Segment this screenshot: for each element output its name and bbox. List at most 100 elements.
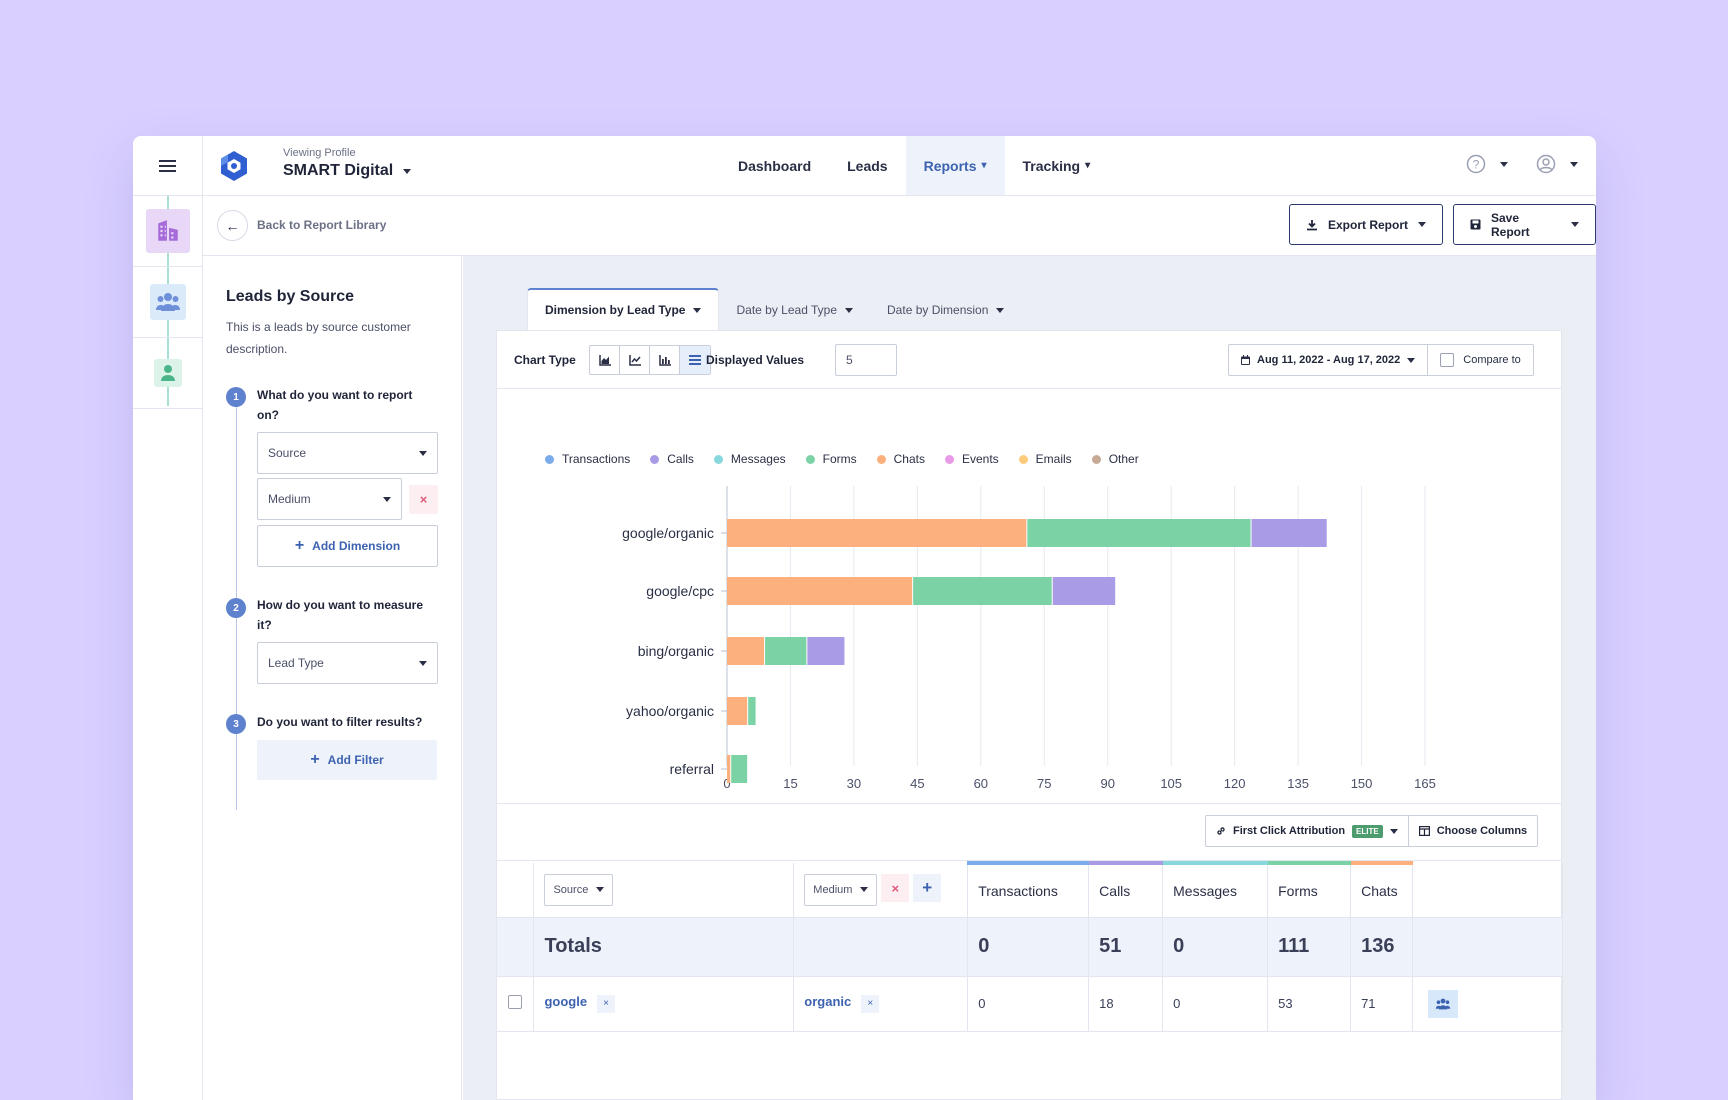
leads-table: Source Medium × + Transactions Calls Mes… xyxy=(497,861,1563,1032)
svg-text:?: ? xyxy=(1473,158,1480,172)
help-menu[interactable]: ? xyxy=(1466,154,1508,174)
medium-column-select[interactable]: Medium xyxy=(804,873,878,906)
totals-row: Totals 0 51 0 111 136 xyxy=(497,917,1563,977)
choose-columns-button[interactable]: Choose Columns xyxy=(1409,816,1537,846)
total-messages: 0 xyxy=(1162,917,1269,977)
view-leads-button[interactable] xyxy=(1428,989,1459,1018)
calendar-icon xyxy=(1241,355,1250,365)
legend-item[interactable]: Events xyxy=(944,452,999,466)
x-tick-label: 105 xyxy=(1160,776,1182,791)
add-dimension-button[interactable]: + Add Dimension xyxy=(257,525,438,567)
caret-down-icon xyxy=(383,496,391,502)
chevron-down-icon: ▾ xyxy=(981,160,987,171)
column-header-transactions[interactable]: Transactions xyxy=(967,861,1090,918)
download-icon xyxy=(1307,219,1317,230)
add-column-button[interactable]: + xyxy=(913,873,942,902)
caret-down-icon xyxy=(996,307,1005,313)
legend-label: Forms xyxy=(822,452,857,466)
legend-dot xyxy=(713,454,723,464)
source-column-select[interactable]: Source xyxy=(544,873,614,906)
legend-item[interactable]: Chats xyxy=(876,452,925,466)
x-tick-label: 30 xyxy=(847,776,861,791)
user-menu[interactable] xyxy=(1536,154,1578,174)
users-icon xyxy=(1435,998,1451,1009)
legend-item[interactable]: Messages xyxy=(713,452,786,466)
back-to-library-link[interactable]: Back to Report Library xyxy=(257,218,387,232)
source-link[interactable]: google xyxy=(544,994,588,1010)
cell-chats: 71 xyxy=(1350,976,1414,1032)
cell-messages: 0 xyxy=(1162,976,1269,1032)
users-icon[interactable] xyxy=(149,284,186,320)
attribution-select[interactable]: First Click Attribution ELITE xyxy=(1206,816,1409,846)
legend-label: Other xyxy=(1108,452,1139,466)
back-arrow-icon[interactable]: ← xyxy=(217,210,248,241)
table-controls: First Click Attribution ELITE Choose Col… xyxy=(1205,815,1539,847)
dimension-2-select[interactable]: Medium xyxy=(257,478,402,520)
attribution-label: First Click Attribution xyxy=(1233,825,1346,837)
column-header-chats[interactable]: Chats xyxy=(1350,861,1414,918)
bar-chart-icon[interactable] xyxy=(650,346,680,374)
legend-item[interactable]: Calls xyxy=(650,452,694,466)
caret-down-icon xyxy=(860,887,869,893)
legend-item[interactable]: Forms xyxy=(805,452,857,466)
legend-dot xyxy=(650,454,660,464)
bar-forms xyxy=(1027,519,1251,547)
y-tick-label: google/organic xyxy=(622,525,714,541)
profile-switcher[interactable]: Viewing Profile SMART Digital xyxy=(283,147,412,180)
column-header-calls[interactable]: Calls xyxy=(1088,861,1164,918)
remove-dimension-button[interactable]: × xyxy=(409,485,438,514)
tab-date-by-dimension[interactable]: Date by Dimension xyxy=(870,290,1021,330)
dimension-1-value: Source xyxy=(268,446,307,460)
compare-to-toggle[interactable]: Compare to xyxy=(1428,353,1532,367)
export-label: Export Report xyxy=(1328,217,1409,232)
x-tick-label: 120 xyxy=(1224,776,1246,791)
y-tick-label: referral xyxy=(670,761,714,777)
x-tick-label: 90 xyxy=(1100,776,1114,791)
table-header-row: Source Medium × + Transactions Calls Mes… xyxy=(497,861,1563,918)
column-header-messages[interactable]: Messages xyxy=(1162,861,1269,918)
legend-item[interactable]: Other xyxy=(1091,452,1139,466)
legend-item[interactable]: Transactions xyxy=(545,452,630,466)
export-report-button[interactable]: Export Report xyxy=(1289,204,1444,245)
brand-logo-icon[interactable] xyxy=(219,150,249,187)
tab-date-by-lead-type[interactable]: Date by Lead Type xyxy=(719,290,870,330)
add-filter-button[interactable]: + Add Filter xyxy=(257,740,437,780)
dimension-1-select[interactable]: Source xyxy=(257,432,438,474)
menu-icon[interactable] xyxy=(133,136,202,196)
nav-dashboard[interactable]: Dashboard xyxy=(738,157,812,174)
row-checkbox[interactable] xyxy=(508,995,523,1009)
x-tick-label: 45 xyxy=(910,776,924,791)
cell-calls: 18 xyxy=(1088,976,1164,1032)
legend-dot xyxy=(1018,454,1028,464)
displayed-values-input[interactable]: 5 xyxy=(835,344,897,376)
legend-label: Transactions xyxy=(562,452,631,466)
remove-medium-icon[interactable]: × xyxy=(861,994,880,1013)
date-range-picker[interactable]: Aug 11, 2022 - Aug 17, 2022 xyxy=(1229,345,1429,375)
nav-tracking[interactable]: Tracking ▾ xyxy=(1022,157,1091,174)
step-3-question: Do you want to filter results? xyxy=(257,715,423,729)
line-chart-icon[interactable] xyxy=(620,346,650,374)
tab-dimension-by-lead-type[interactable]: Dimension by Lead Type xyxy=(527,288,720,330)
horizontal-bar-icon[interactable] xyxy=(680,346,710,374)
medium-link[interactable]: organic xyxy=(804,994,852,1010)
save-report-button[interactable]: Save Report xyxy=(1453,204,1596,245)
x-tick-label: 75 xyxy=(1037,776,1051,791)
building-icon[interactable] xyxy=(145,209,190,253)
bar-calls xyxy=(807,637,845,665)
measure-select[interactable]: Lead Type xyxy=(257,642,438,684)
nav-reports[interactable]: Reports ▾ xyxy=(905,136,1005,195)
legend-item[interactable]: Emails xyxy=(1018,452,1072,466)
compare-checkbox[interactable] xyxy=(1440,353,1455,367)
remove-column-button[interactable]: × xyxy=(881,874,910,903)
nav-leads[interactable]: Leads xyxy=(847,157,888,174)
x-tick-label: 135 xyxy=(1287,776,1309,791)
bar-calls xyxy=(1251,519,1327,547)
user-icon[interactable] xyxy=(153,359,182,387)
area-chart-icon[interactable] xyxy=(590,346,620,374)
add-dimension-label: Add Dimension xyxy=(312,539,401,553)
bar-chats xyxy=(727,755,731,783)
caret-down-icon xyxy=(1418,222,1427,227)
step-1-badge: 1 xyxy=(226,387,246,407)
remove-source-icon[interactable]: × xyxy=(597,994,616,1013)
column-header-forms[interactable]: Forms xyxy=(1267,861,1352,918)
